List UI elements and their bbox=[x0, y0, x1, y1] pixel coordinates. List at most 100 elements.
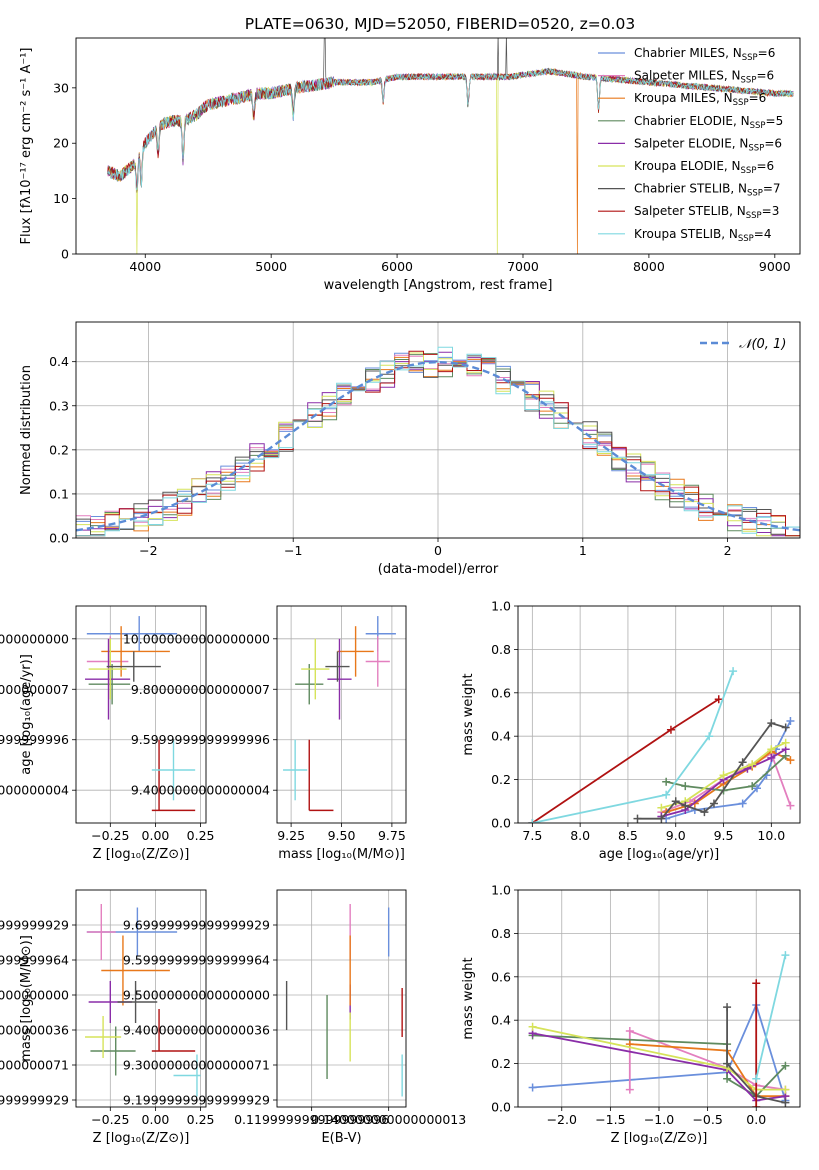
weight-marker-kroupa_elodie bbox=[767, 745, 776, 754]
weight-marker-kroupa_elodie bbox=[657, 803, 666, 812]
x-tick-label: −2.0 bbox=[547, 1112, 577, 1127]
weight-marker-chabrier_elodie bbox=[748, 782, 757, 791]
y-tick-label: 1.0 bbox=[491, 599, 511, 614]
figure-title: PLATE=0630, MJD=52050, FIBERID=0520, z=0… bbox=[245, 15, 635, 33]
legend: 𝒩(0, 1) bbox=[700, 337, 786, 352]
weight-line-chabrier_stelib bbox=[726, 1007, 786, 1104]
weight-marker-chabrier_stelib bbox=[723, 1059, 732, 1068]
y-axis-label: Flux [fλ10⁻¹⁷ erg cm⁻² s⁻¹ A⁻¹] bbox=[19, 48, 34, 245]
y-tick-label: 9.30000000000000071 bbox=[0, 1058, 69, 1073]
x-tick-label: 0.00 bbox=[142, 828, 170, 843]
y-tick-label: 0.0 bbox=[49, 531, 69, 546]
x-tick-label: −1 bbox=[284, 543, 302, 558]
weight-marker-chabrier_stelib bbox=[781, 723, 790, 732]
weight-marker-salpeter_miles bbox=[786, 801, 795, 810]
x-tick-label: 8.5 bbox=[618, 828, 638, 843]
axes-frame bbox=[276, 889, 407, 1108]
weight-marker-chabrier_stelib bbox=[723, 1003, 732, 1012]
x-axis-label: (data-model)/error bbox=[378, 562, 499, 577]
weight-marker-kroupa_elodie bbox=[528, 1022, 537, 1031]
y-tick-label: 9.19999999999999929 bbox=[0, 1093, 69, 1108]
x-tick-label: 0.0 bbox=[746, 1112, 766, 1127]
panel-age_vs_mass: 9.25 9.50 9.75 9.4000000000000004 9.59999999… bbox=[123, 605, 407, 862]
y-tick-label: 9.19999999999999929 bbox=[123, 1093, 270, 1108]
y-tick-label: 20 bbox=[53, 136, 69, 151]
weight-line-kroupa_stelib bbox=[532, 670, 734, 823]
panel-weight_vs_Z: −2.0 −1.5 −1.0 −0.5 0.0 0.0 0.2 0.4 0.6 0.8 1.0 Z [… bbox=[461, 883, 801, 1146]
plot-area bbox=[528, 951, 790, 1107]
axes-frame bbox=[75, 605, 207, 824]
weight-marker-chabrier_stelib bbox=[709, 799, 718, 808]
panel-age_vs_Z: −0.25 0.00 0.25 9.4000000000000004 9.5999999… bbox=[0, 605, 215, 862]
x-axis-label: age [log₁₀(age/yr)] bbox=[599, 847, 720, 862]
weight-marker-kroupa_stelib bbox=[662, 790, 671, 799]
weight-marker-kroupa_elodie bbox=[781, 1085, 790, 1094]
y-tick-label: 30 bbox=[53, 80, 69, 95]
weight-marker-chabrier_miles bbox=[738, 799, 747, 808]
axes-frame bbox=[517, 605, 801, 824]
weight-marker-kroupa_elodie bbox=[719, 771, 728, 780]
y-tick-label: 1.0 bbox=[491, 883, 511, 898]
weight-marker-chabrier_stelib bbox=[657, 814, 666, 823]
weight-marker-kroupa_stelib bbox=[729, 667, 738, 676]
x-tick-label: −2 bbox=[139, 543, 157, 558]
plot-area bbox=[285, 904, 403, 1097]
weight-line-kroupa_miles bbox=[629, 1043, 786, 1098]
plot-area bbox=[85, 616, 196, 812]
x-tick-label: 0.119999999999999996 bbox=[234, 1112, 389, 1127]
panel-spectrum: 4000 5000 6000 7000 8000 9000 0 10 20 30 wavelengt… bbox=[19, 37, 801, 293]
y-tick-label: 9.4000000000000004 bbox=[131, 783, 270, 798]
x-axis-label: Z [log₁₀(Z/Z⊙)] bbox=[93, 847, 190, 862]
y-tick-label: 0.2 bbox=[49, 442, 69, 457]
y-tick-label: 9.59999999999999964 bbox=[123, 953, 270, 968]
y-tick-label: 10.0000000000000000 bbox=[123, 631, 270, 646]
y-tick-label: 9.8000000000000007 bbox=[0, 682, 69, 697]
y-tick-label: 0.4 bbox=[491, 729, 511, 744]
panel-mass_vs_ebv: 0.1199999999999999960.140000000000000013… bbox=[123, 889, 466, 1146]
x-axis-label: wavelength [Angstrom, rest frame] bbox=[324, 278, 553, 293]
x-tick-label: −0.25 bbox=[91, 1112, 129, 1127]
y-tick-label: 9.40000000000000036 bbox=[0, 1023, 69, 1038]
y-tick-label: 0 bbox=[61, 247, 69, 262]
x-tick-label: 0.25 bbox=[187, 828, 215, 843]
x-tick-label: 0.00 bbox=[142, 1112, 170, 1127]
y-axis-label: mass weight bbox=[461, 673, 476, 755]
x-tick-label: 0.140000000000000013 bbox=[311, 1112, 466, 1127]
x-tick-label: 9.75 bbox=[378, 828, 406, 843]
x-tick-label: 8.0 bbox=[570, 828, 590, 843]
panel-residuals: −2 −1 0 1 2 0.0 0.1 0.2 0.3 0.4 (data-model)/error… bbox=[19, 321, 801, 577]
y-tick-label: 0.3 bbox=[49, 398, 69, 413]
plot-area bbox=[107, 38, 794, 254]
x-tick-label: 0.25 bbox=[187, 1112, 215, 1127]
y-axis-label: age [log₁₀(age/yr)] bbox=[19, 654, 34, 775]
normal-curve bbox=[76, 360, 800, 532]
y-tick-label: 10.0000000000000000 bbox=[0, 631, 69, 646]
x-tick-label: 10.0 bbox=[757, 828, 785, 843]
y-tick-label: 10 bbox=[53, 191, 69, 206]
y-tick-label: 0.8 bbox=[491, 642, 511, 657]
histogram-kroupa_stelib bbox=[76, 346, 800, 537]
y-tick-label: 9.50000000000000000 bbox=[0, 988, 69, 1003]
weight-marker-salpeter_stelib bbox=[714, 695, 723, 704]
weight-marker-chabrier_elodie bbox=[723, 1074, 732, 1083]
weight-line-salpeter_elodie bbox=[661, 748, 787, 818]
y-tick-label: 0.6 bbox=[491, 969, 511, 984]
y-tick-label: 0.2 bbox=[491, 772, 511, 787]
x-tick-label: 5000 bbox=[255, 259, 287, 274]
y-tick-label: 9.30000000000000071 bbox=[123, 1058, 270, 1073]
weight-marker-chabrier_miles bbox=[528, 1083, 537, 1092]
x-axis-label: E(B-V) bbox=[321, 1131, 361, 1146]
x-tick-label: −1.5 bbox=[595, 1112, 625, 1127]
plot-area bbox=[76, 346, 800, 537]
axes-frame bbox=[517, 889, 801, 1108]
x-tick-label: −0.5 bbox=[692, 1112, 722, 1127]
weight-marker-chabrier_stelib bbox=[738, 758, 747, 767]
x-tick-label: 8000 bbox=[633, 259, 665, 274]
weight-marker-kroupa_elodie bbox=[748, 760, 757, 769]
weight-marker-kroupa_stelib bbox=[705, 732, 714, 741]
y-tick-label: 9.59999999999999964 bbox=[0, 953, 69, 968]
y-tick-label: 9.50000000000000000 bbox=[123, 988, 270, 1003]
x-tick-label: 2 bbox=[724, 543, 732, 558]
weight-marker-salpeter_miles bbox=[625, 1085, 634, 1094]
